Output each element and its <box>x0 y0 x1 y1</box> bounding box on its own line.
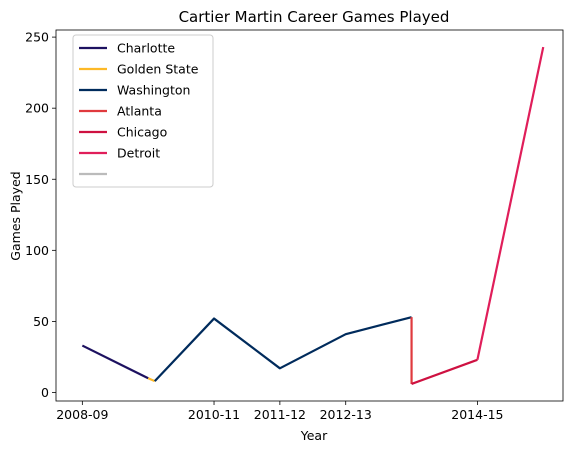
y-tick-label: 250 <box>25 30 49 45</box>
series-line-charlotte <box>81 344 149 380</box>
series-line-chicago <box>411 358 478 385</box>
legend-label: Washington <box>117 83 190 98</box>
legend-label: Atlanta <box>117 104 162 119</box>
y-tick-label: 0 <box>41 385 49 400</box>
series-line-washington <box>153 316 412 382</box>
legend-label: Chicago <box>117 125 167 140</box>
x-tick-label: 2010-11 <box>188 407 240 422</box>
y-axis-ticks: 0 50 100 150 200 250 <box>25 30 56 400</box>
legend-label: Detroit <box>117 146 160 161</box>
y-tick-label: 200 <box>25 101 49 116</box>
legend: Charlotte Golden State Washington Atlanta Ch… <box>72 34 214 188</box>
x-tick-label: 2011-12 <box>254 407 306 422</box>
series-line-detroit <box>476 46 545 361</box>
x-axis-label: Year <box>300 428 328 443</box>
legend-label: Golden State <box>117 62 199 77</box>
axes <box>55 29 564 402</box>
x-tick-label: 2012-13 <box>320 407 372 422</box>
chart-title: Cartier Martin Career Games Played <box>179 8 450 26</box>
legend-label: Charlotte <box>117 41 175 56</box>
y-tick-label: 100 <box>25 243 49 258</box>
plot-area-frame <box>55 29 564 402</box>
x-axis-ticks: 2008-09 2010-11 2011-12 2012-13 2014-15 <box>56 401 504 422</box>
y-tick-label: 50 <box>33 314 49 329</box>
series-line-golden-state <box>147 377 156 383</box>
y-axis-label: Games Played <box>8 171 23 260</box>
y-tick-label: 150 <box>25 172 49 187</box>
x-tick-label: 2008-09 <box>56 407 108 422</box>
legend-items: Charlotte Golden State Washington Atlanta Ch… <box>79 41 199 176</box>
series-layer <box>81 46 545 385</box>
legend-frame <box>72 34 214 188</box>
x-tick-label: 2014-15 <box>451 407 503 422</box>
